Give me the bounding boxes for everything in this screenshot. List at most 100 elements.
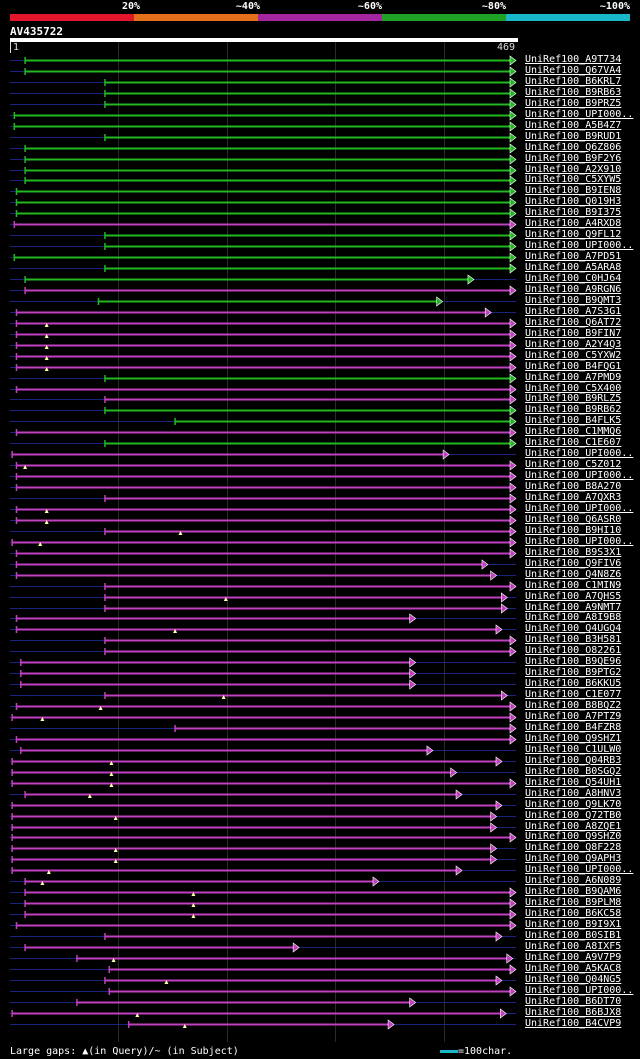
hit-label[interactable]: UniRef100_UPI000.. [525,535,634,547]
hit-label[interactable]: UniRef100_B9RLZ5 [525,393,622,405]
hit-label[interactable]: UniRef100_B9PLM8 [525,897,622,909]
hit-label[interactable]: UniRef100_C5XYW5 [525,174,622,186]
hit-label[interactable]: UniRef100_B6KC58 [525,908,622,920]
hit-label[interactable]: UniRef100_A2Y4Q3 [525,338,622,350]
hit-label[interactable]: UniRef100_A9RGN6 [525,283,622,295]
hit-label[interactable]: UniRef100_B9RB62 [525,404,622,416]
hit-label[interactable]: UniRef100_B9FIN7 [525,327,622,339]
hit-label[interactable]: UniRef100_A5B4Z7 [525,119,622,131]
hit-label[interactable]: UniRef100_B0SGQ2 [525,765,622,777]
hit-label[interactable]: UniRef100_Q6AT72 [525,316,622,328]
hit-label[interactable]: UniRef100_UPI000.. [525,502,634,514]
hit-label[interactable]: UniRef100_B9F2Y6 [525,152,622,164]
hit-label[interactable]: UniRef100_B6BJX8 [525,1006,622,1018]
hit-label[interactable]: UniRef100_A8ZQE1 [525,820,622,832]
hit-label[interactable]: UniRef100_B9I375 [525,207,622,219]
hit-label[interactable]: UniRef100_A7PD51 [525,251,622,263]
hit-label[interactable]: UniRef100_C5Z012 [525,459,622,471]
hit-end-arrow [509,372,517,384]
hit-label[interactable]: UniRef100_B9I9X1 [525,919,622,931]
hit-label[interactable]: UniRef100_B8A270 [525,481,622,493]
hit-label[interactable]: UniRef100_C1E077 [525,689,622,701]
hit-label[interactable]: UniRef100_UPI000.. [525,984,634,996]
hit-label[interactable]: UniRef100_B9RB63 [525,86,622,98]
hit-label[interactable]: UniRef100_Q67VA4 [525,64,622,76]
hit-label[interactable]: UniRef100_B9PTG2 [525,667,622,679]
hit-label[interactable]: UniRef100_C1ULW0 [525,743,622,755]
hit-label[interactable]: UniRef100_A9V7P9 [525,951,622,963]
hit-label[interactable]: UniRef100_Q4N8Z6 [525,568,622,580]
hit-label[interactable]: UniRef100_A8IXF5 [525,940,622,952]
hit-label[interactable]: UniRef100_B4FZR8 [525,721,622,733]
hit-label[interactable]: UniRef100_A7QHS5 [525,590,622,602]
hit-label[interactable]: UniRef100_UPI000.. [525,470,634,482]
hit-label[interactable]: UniRef100_B0SIB1 [525,930,622,941]
hit-label[interactable]: UniRef100_A8HNV3 [525,787,622,799]
hit-track [10,657,516,668]
hit-label[interactable]: UniRef100_B6DT70 [525,995,622,1007]
hit-label[interactable]: UniRef100_Q4UGQ4 [525,623,622,635]
hit-label[interactable]: UniRef100_B6KKU5 [525,678,622,690]
hit-label[interactable]: UniRef100_A7QXR3 [525,492,622,503]
hit-label[interactable]: UniRef100_Q9FL12 [525,229,622,241]
hit-label[interactable]: UniRef100_UPI000.. [525,240,634,252]
hit-label[interactable]: UniRef100_UPI000.. [525,108,634,120]
hit-label[interactable]: UniRef100_C1E607 [525,437,622,449]
hit-label[interactable]: UniRef100_Q6ASR0 [525,513,622,525]
hit-label[interactable]: UniRef100_A9T734 [525,54,622,65]
hit-label[interactable]: UniRef100_B9QAM6 [525,886,622,898]
hit-label[interactable]: UniRef100_B4CVP9 [525,1017,622,1029]
hit-label[interactable]: UniRef100_Q54UH1 [525,776,622,788]
hit-label[interactable]: UniRef100_Q04NG5 [525,973,622,985]
hit-label[interactable]: UniRef100_C1MIN9 [525,579,622,591]
hit-label[interactable]: UniRef100_Q9SHZ1 [525,732,622,744]
hit-label[interactable]: UniRef100_B9PRZ5 [525,97,622,109]
hit-label[interactable]: UniRef100_B9HI10 [525,524,622,536]
hit-label[interactable]: UniRef100_Q9SHZ0 [525,831,622,843]
hit-label[interactable]: UniRef100_Q04RB3 [525,754,622,766]
hit-label[interactable]: UniRef100_B6KRL7 [525,75,622,87]
hit-label[interactable]: UniRef100_C1MMQ6 [525,426,622,438]
hit-label[interactable]: UniRef100_A8I9B8 [525,612,622,624]
hit-label[interactable]: UniRef100_Q9APH3 [525,853,622,865]
hit-label[interactable]: UniRef100_Q9FIV6 [525,557,622,569]
hit-label[interactable]: UniRef100_Q8F228 [525,842,622,854]
hit-label[interactable]: UniRef100_A7PTZ9 [525,711,622,722]
hit-label[interactable]: UniRef100_Q6Z806 [525,141,622,153]
hit-label[interactable]: UniRef100_C5X400 [525,382,622,394]
hit-row: UniRef100_A7PD51 [0,251,640,263]
hit-label[interactable]: UniRef100_UPI000.. [525,448,634,460]
hit-label[interactable]: UniRef100_C0HJ64 [525,273,622,284]
hit-label[interactable]: UniRef100_A6N089 [525,875,622,887]
hit-label[interactable]: UniRef100_A7PMD9 [525,371,622,383]
hit-label[interactable]: UniRef100_B9QMT3 [525,294,622,306]
hit-label[interactable]: UniRef100_A9NMT7 [525,601,622,613]
hit-label[interactable]: UniRef100_A5KAC8 [525,962,622,974]
hit-label[interactable]: UniRef100_O82261 [525,645,622,657]
hit-label[interactable]: UniRef100_C5YXW2 [525,349,622,361]
query-name: AV435722 [10,25,63,38]
hit-label[interactable]: UniRef100_B4FLK5 [525,415,622,427]
hit-label[interactable]: UniRef100_UPI000.. [525,864,634,876]
hit-label[interactable]: UniRef100_A5ARA8 [525,262,622,274]
scale-key: =100char. [440,1046,512,1057]
hit-label[interactable]: UniRef100_Q019H3 [525,196,622,208]
hit-label[interactable]: UniRef100_B8BQZ2 [525,700,622,712]
hit-row: UniRef100_C5XYW5 [0,174,640,187]
hit-label[interactable]: UniRef100_A7S3G1 [525,305,622,317]
hit-label[interactable]: UniRef100_B3H581 [525,634,622,646]
query-gap-marker [109,760,114,765]
hit-label[interactable]: UniRef100_A2X910 [525,163,622,175]
hit-label[interactable]: UniRef100_B9RUD1 [525,130,622,142]
hit-label[interactable]: UniRef100_B4FQG1 [525,360,622,372]
hit-label[interactable]: UniRef100_A4RXD8 [525,218,622,230]
hit-label[interactable]: UniRef100_B9S3X1 [525,546,622,558]
query-gap-marker [111,957,116,962]
hit-label[interactable]: UniRef100_B9QE96 [525,656,622,668]
hit-label[interactable]: UniRef100_Q9LK70 [525,798,622,810]
query-gap-marker [223,596,228,601]
hit-end-arrow [409,613,417,625]
hit-label[interactable]: UniRef100_B9IEN8 [525,185,622,197]
hit-label[interactable]: UniRef100_Q72TB0 [525,809,622,821]
